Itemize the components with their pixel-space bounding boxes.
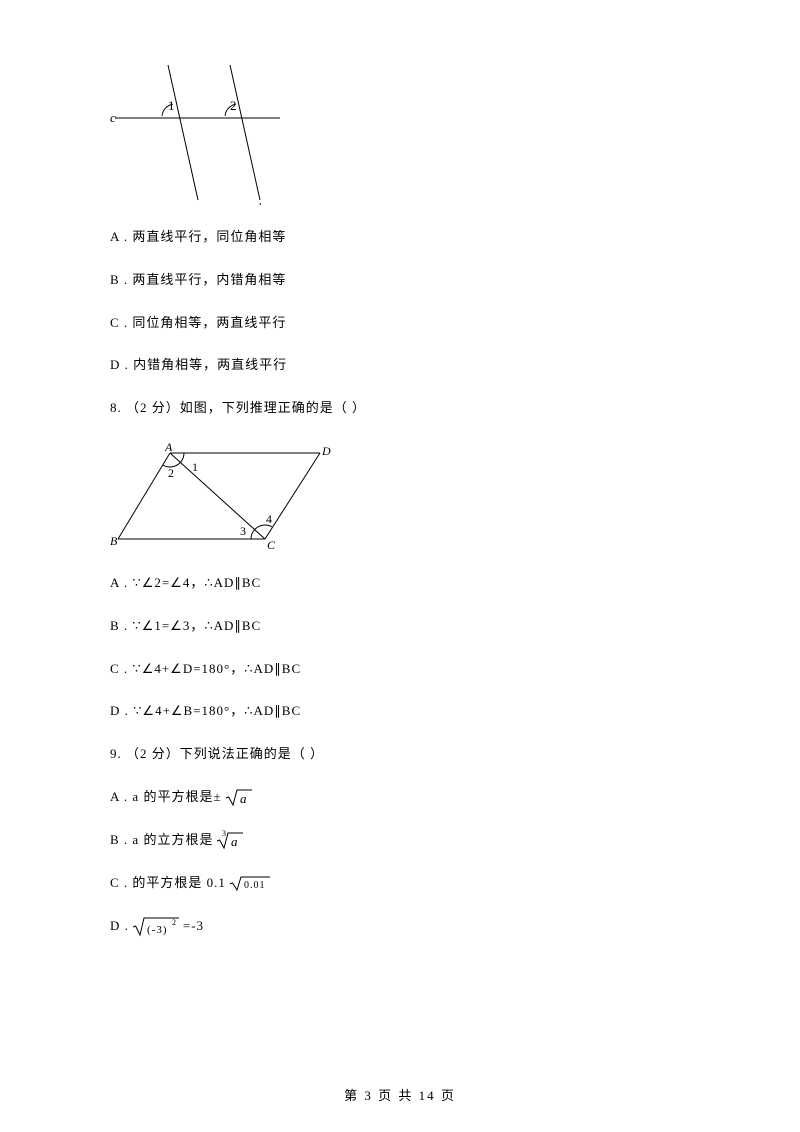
svg-text:B: B — [110, 534, 118, 548]
svg-text:D: D — [321, 444, 332, 458]
svg-text:4: 4 — [266, 512, 273, 526]
figure-q7: c a b 1 2 — [110, 60, 690, 205]
svg-text:A: A — [164, 441, 173, 454]
q9-choice-d: D . (-3) 2 =-3 — [110, 915, 690, 937]
svg-text:b: b — [258, 200, 266, 205]
q8-choice-b: B . ∵∠1=∠3，∴AD∥BC — [110, 616, 690, 637]
q8-choice-d: D . ∵∠4+∠B=180°，∴AD∥BC — [110, 701, 690, 722]
q9-d-text-pre: D . — [110, 916, 129, 937]
q9-choice-a: A . a 的平方根是± a — [110, 787, 690, 808]
figure-q8-svg: A D B C 1 2 3 4 — [110, 441, 340, 551]
q7-choice-d: D . 内错角相等，两直线平行 — [110, 355, 690, 376]
q8-choice-a: A . ∵∠2=∠4，∴AD∥BC — [110, 573, 690, 594]
svg-text:1: 1 — [192, 460, 199, 474]
svg-text:3: 3 — [240, 524, 247, 538]
q9-choice-c: C . 的平方根是 0.1 0.01 — [110, 873, 690, 894]
svg-text:a: a — [240, 791, 248, 806]
q9-a-text: A . a 的平方根是± — [110, 787, 222, 808]
svg-text:C: C — [267, 538, 276, 551]
q9-c-text: C . 的平方根是 0.1 — [110, 873, 226, 894]
svg-text:0.01: 0.01 — [244, 880, 266, 891]
svg-text:(-3): (-3) — [147, 924, 168, 936]
q8-choice-c: C . ∵∠4+∠D=180°，∴AD∥BC — [110, 659, 690, 680]
svg-text:a: a — [196, 200, 204, 205]
cbrt-a-icon: 3a — [216, 830, 244, 850]
q7-choice-c: C . 同位角相等，两直线平行 — [110, 313, 690, 334]
q9-d-text-post: =-3 — [183, 916, 204, 937]
svg-text:a: a — [231, 834, 239, 849]
svg-text:2: 2 — [168, 466, 175, 480]
q7-choice-a: A . 两直线平行，同位角相等 — [110, 227, 690, 248]
q8-stem: 8. （2 分）如图，下列推理正确的是（ ） — [110, 398, 690, 419]
sqrt-001-icon: 0.01 — [229, 874, 271, 892]
sqrt-neg3sq-icon: (-3) 2 — [132, 915, 180, 937]
figure-q7-svg: c a b 1 2 — [110, 60, 285, 205]
page-footer: 第 3 页 共 14 页 — [0, 1085, 800, 1104]
sqrt-a-icon: a — [225, 787, 253, 807]
figure-q8: A D B C 1 2 3 4 — [110, 441, 690, 551]
svg-text:2: 2 — [230, 98, 238, 113]
svg-text:3: 3 — [222, 830, 227, 838]
svg-text:c: c — [110, 110, 117, 125]
svg-text:1: 1 — [168, 98, 176, 113]
q7-choice-b: B . 两直线平行，内错角相等 — [110, 270, 690, 291]
q9-stem: 9. （2 分）下列说法正确的是（ ） — [110, 744, 690, 765]
svg-text:2: 2 — [172, 918, 177, 927]
q9-choice-b: B . a 的立方根是 3a — [110, 830, 690, 851]
q9-b-text: B . a 的立方根是 — [110, 830, 213, 851]
